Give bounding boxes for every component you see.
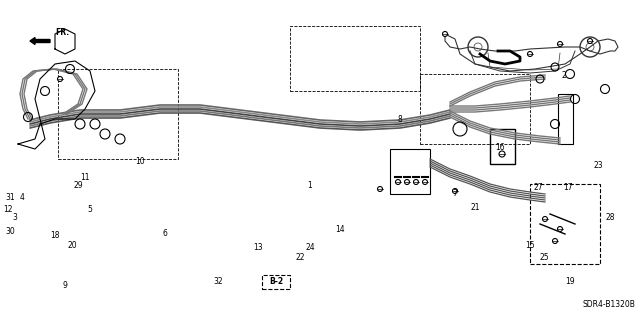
Text: 21: 21 (470, 204, 480, 212)
Circle shape (527, 51, 532, 56)
Bar (420, 74, 530, 144)
Circle shape (396, 180, 401, 184)
Text: 3: 3 (13, 213, 17, 222)
Text: 12: 12 (3, 205, 13, 214)
Text: 2: 2 (562, 70, 566, 79)
Circle shape (557, 41, 563, 47)
Text: 27: 27 (533, 183, 543, 192)
Text: 23: 23 (593, 160, 603, 169)
Text: 7: 7 (452, 189, 458, 197)
Text: FR.: FR. (55, 28, 69, 37)
Bar (530, 184, 600, 264)
Text: 5: 5 (88, 205, 92, 214)
Text: 13: 13 (253, 243, 263, 253)
Text: 30: 30 (5, 227, 15, 236)
Text: 16: 16 (495, 144, 505, 152)
Circle shape (378, 187, 383, 191)
Text: 32: 32 (213, 278, 223, 286)
Text: 31: 31 (5, 194, 15, 203)
Text: 28: 28 (605, 213, 615, 222)
Text: 10: 10 (135, 158, 145, 167)
Circle shape (422, 180, 428, 184)
Text: 19: 19 (565, 278, 575, 286)
Text: 8: 8 (397, 115, 403, 124)
Circle shape (442, 32, 447, 36)
Circle shape (543, 217, 547, 221)
Bar (558, 94, 573, 144)
Text: 14: 14 (335, 226, 345, 234)
Text: 18: 18 (51, 231, 60, 240)
Text: 6: 6 (163, 229, 168, 239)
Bar (262, 275, 290, 289)
Circle shape (404, 180, 410, 184)
Bar (290, 26, 420, 91)
Text: 24: 24 (305, 243, 315, 253)
Circle shape (58, 77, 63, 81)
Text: 17: 17 (563, 183, 573, 192)
Circle shape (552, 239, 557, 243)
Circle shape (499, 151, 505, 157)
Text: 9: 9 (63, 280, 67, 290)
Text: 25: 25 (539, 254, 549, 263)
Text: 1: 1 (308, 181, 312, 189)
Text: 20: 20 (67, 241, 77, 249)
Bar (490, 129, 515, 164)
Text: 22: 22 (295, 254, 305, 263)
Circle shape (588, 39, 593, 43)
Text: 11: 11 (80, 173, 90, 182)
Text: 15: 15 (525, 241, 535, 249)
FancyArrow shape (30, 38, 50, 44)
Bar (390, 149, 430, 194)
Circle shape (557, 226, 563, 232)
Text: 29: 29 (73, 181, 83, 189)
Circle shape (452, 189, 458, 194)
Text: SDR4-B1320B: SDR4-B1320B (582, 300, 635, 309)
Bar (58, 69, 178, 159)
Text: B-2: B-2 (269, 278, 283, 286)
Circle shape (413, 180, 419, 184)
Text: 4: 4 (20, 194, 24, 203)
